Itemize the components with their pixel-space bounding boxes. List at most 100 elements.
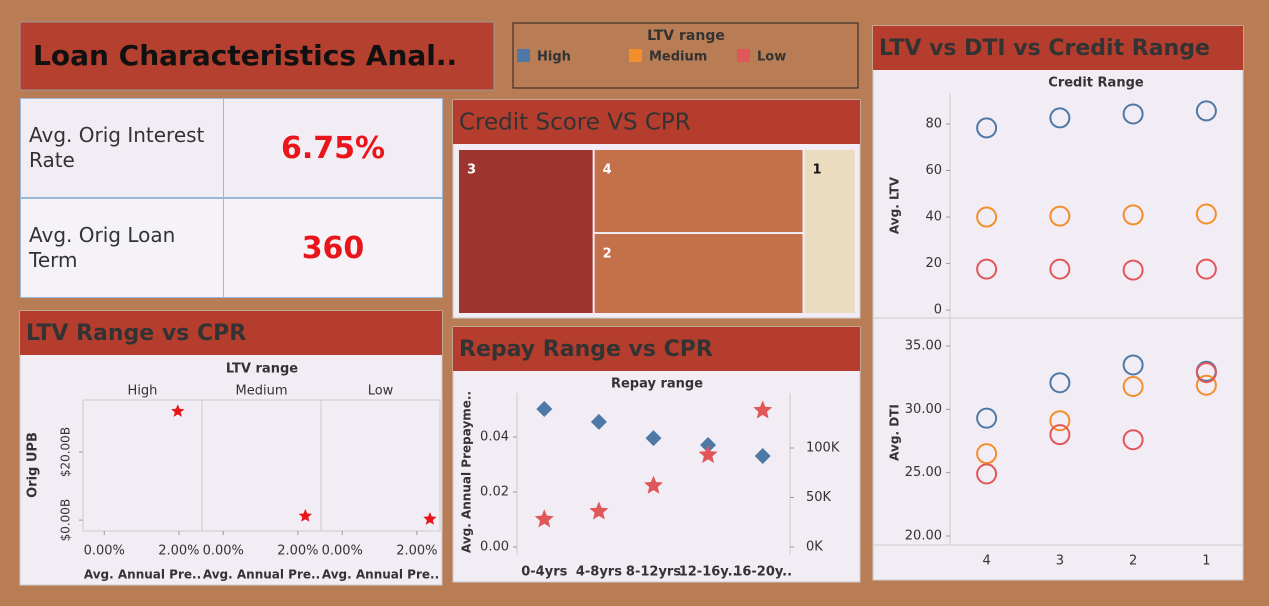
kpi-label: Avg. Orig Loan Term <box>21 199 224 297</box>
y-tick-label: 80 <box>925 116 942 131</box>
y-tick-label: 20.00 <box>905 529 942 544</box>
y-tick-label: 0.02 <box>480 485 509 500</box>
panel-title: Repay Range vs CPR <box>459 337 713 362</box>
y-axis-label: Avg. DTI <box>888 404 902 461</box>
dashboard-title: Loan Characteristics Anal.. <box>33 39 457 72</box>
kpi-value: 360 <box>301 230 365 266</box>
facet-label: Medium <box>236 384 288 399</box>
circle-point <box>1049 107 1071 129</box>
x-axis-title: Repay range <box>611 377 703 392</box>
circle-point <box>1195 258 1217 280</box>
legend-swatch <box>517 49 530 62</box>
star-point <box>423 512 437 525</box>
circle-point <box>1049 410 1071 432</box>
star-point <box>753 400 773 419</box>
x-tick-label: 4 <box>982 554 990 569</box>
x-tick-label: 16-20y.. <box>733 565 792 580</box>
circle-point <box>1049 205 1071 227</box>
treemap-label: 3 <box>467 163 476 178</box>
legend-box <box>512 22 859 89</box>
x-tick-label: 2.00% <box>277 544 318 559</box>
facet-frame <box>320 399 441 532</box>
circle-point <box>976 117 998 139</box>
diamond-point <box>754 447 771 464</box>
circle-point <box>1049 372 1071 394</box>
circle-point <box>1122 103 1144 125</box>
facet-label: Low <box>368 384 394 399</box>
x-axis-title: Credit Range <box>1048 76 1144 91</box>
y-tick-label: 25.00 <box>905 465 942 480</box>
x-axis-label: Avg. Annual Pre.. <box>203 568 320 582</box>
x-axis-label: Avg. Annual Pre.. <box>322 568 439 582</box>
y-tick-label: $0.00B <box>59 499 73 542</box>
circle-point <box>1122 259 1144 281</box>
panel-title: LTV Range vs CPR <box>26 321 246 346</box>
x-axis-label: Avg. Annual Pre.. <box>84 568 201 582</box>
x-tick-label: 0.00% <box>84 544 125 559</box>
treemap-label: 1 <box>813 163 822 178</box>
kpi-row: Avg. Orig Interest Rate 6.75% <box>20 98 443 198</box>
facet-label: High <box>128 384 158 399</box>
y-tick-label: 0.00 <box>480 540 509 555</box>
kpi-label: Avg. Orig Interest Rate <box>21 99 224 197</box>
y-tick-label: 30.00 <box>905 402 942 417</box>
y-tick-label: $20.00B <box>59 427 73 477</box>
treemap-label: 2 <box>603 247 612 262</box>
panel <box>872 25 1244 581</box>
circle-point <box>1122 204 1144 226</box>
y-tick-label: 20 <box>925 256 942 271</box>
circle-point <box>1122 376 1144 398</box>
circle-point <box>1195 100 1217 122</box>
panel-title-bar <box>873 26 1243 70</box>
x-tick-label: 0.00% <box>322 544 363 559</box>
circle-point <box>1122 429 1144 451</box>
x-tick-label: 1 <box>1202 554 1210 569</box>
circle-point <box>1195 362 1217 384</box>
treemap-cell <box>459 150 593 313</box>
y-tick-label: 0 <box>934 303 942 318</box>
star-point <box>171 404 185 417</box>
diamond-point <box>590 413 607 430</box>
x-tick-label: 2.00% <box>158 544 199 559</box>
y-tick-label: 40 <box>925 210 942 225</box>
panel-title-bar <box>20 311 442 355</box>
legend-label: High <box>537 50 571 65</box>
panel-title: LTV vs DTI vs Credit Range <box>879 36 1210 61</box>
treemap-cell <box>594 234 803 313</box>
diamond-point <box>645 430 662 447</box>
x-tick-label: 2 <box>1129 554 1137 569</box>
x-tick-label: 12-16y.. <box>679 565 738 580</box>
y-axis-label: Avg. LTV <box>888 176 902 234</box>
circle-point <box>1195 374 1217 396</box>
y-tick-label: 35.00 <box>905 338 942 353</box>
x-tick-label: 0.00% <box>203 544 244 559</box>
x-tick-label: 4-8yrs <box>576 565 622 580</box>
star-point <box>534 509 554 528</box>
legend-swatch <box>629 49 642 62</box>
y-axis-label: Avg. Annual Prepayme.. <box>460 391 474 553</box>
circle-point <box>976 206 998 228</box>
circle-point <box>976 407 998 429</box>
legend-swatch <box>737 49 750 62</box>
y2-tick-label: 0K <box>806 540 823 555</box>
y-axis-label: Orig UPB <box>26 432 41 498</box>
legend-title: LTV range <box>647 28 725 44</box>
legend-label: Low <box>757 50 786 65</box>
star-point <box>298 509 312 522</box>
x-tick-label: 8-12yrs <box>626 565 681 580</box>
circle-point <box>976 463 998 485</box>
y-tick-label: 60 <box>925 163 942 178</box>
circle-point <box>1122 354 1144 376</box>
y2-tick-label: 50K <box>806 490 832 505</box>
star-point <box>589 501 609 520</box>
star-point <box>644 475 663 494</box>
kpi-row: Avg. Orig Loan Term 360 <box>20 198 443 298</box>
kpi-value: 6.75% <box>280 130 386 166</box>
panel-title-bar <box>453 100 860 144</box>
x-tick-label: 2.00% <box>396 544 437 559</box>
x-tick-label: 0-4yrs <box>521 565 567 580</box>
circle-point <box>1195 203 1217 225</box>
title-box <box>19 21 495 91</box>
